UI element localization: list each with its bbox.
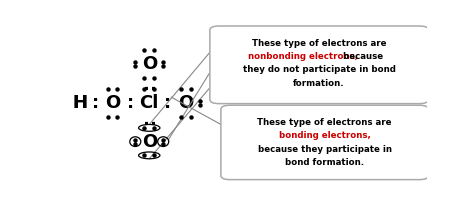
Text: bonding electrons,: bonding electrons, [279,131,371,140]
Text: H: H [72,94,87,112]
Text: O: O [142,133,157,151]
Text: Cl: Cl [139,94,159,112]
Text: nonbonding electrons,: nonbonding electrons, [247,52,358,61]
Text: because they participate in: because they participate in [258,145,392,154]
Text: because: because [340,52,383,61]
Text: :: : [128,94,135,112]
FancyBboxPatch shape [210,26,428,104]
Text: they do not participate in bond: they do not participate in bond [243,66,396,75]
Text: :: : [140,117,158,124]
FancyBboxPatch shape [221,105,428,180]
Text: These type of electrons are: These type of electrons are [257,118,392,127]
Text: O: O [105,94,120,112]
Text: bond formation.: bond formation. [285,158,364,167]
Text: :: : [92,94,100,112]
Text: These type of electrons are: These type of electrons are [252,39,386,48]
Text: :: : [140,81,158,89]
Text: O: O [142,55,157,73]
Text: :: : [164,94,171,112]
Text: O: O [178,94,193,112]
Text: formation.: formation. [293,79,345,88]
Text: H: H [72,94,87,112]
